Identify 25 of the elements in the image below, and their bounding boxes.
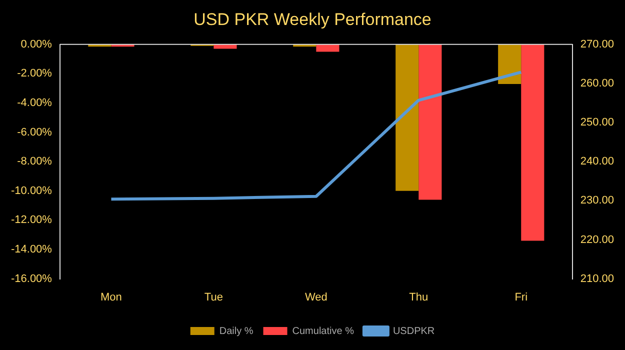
legend-label: USDPKR	[392, 326, 435, 337]
x-tick-label: Thu	[409, 291, 428, 304]
y-tick-label: -12.00%	[10, 214, 52, 226]
y2-tick-label: 210.00	[580, 272, 614, 285]
y-tick-label: -16.00%	[10, 272, 52, 285]
y-tick-label: -8.00%	[17, 156, 52, 168]
y2-tick-label: 250.00	[580, 116, 614, 129]
legend-label: Cumulative %	[292, 326, 354, 337]
y-tick-label: -14.00%	[10, 244, 52, 256]
x-tick-label: Wed	[304, 291, 328, 304]
y-tick-label: 0.00%	[20, 38, 52, 50]
legend-label: Daily %	[219, 326, 254, 337]
y2-tick-label: 240.00	[580, 156, 614, 168]
y-tick-label: -2.00%	[17, 68, 52, 80]
y-tick-label: -10.00%	[10, 184, 52, 197]
y2-tick-label: 270.00	[580, 38, 614, 50]
chart-title: USD PKR Weekly Performance	[194, 10, 432, 29]
x-tick-label: Tue	[204, 291, 223, 304]
x-tick-label: Fri	[514, 291, 528, 304]
y2-tick-label: 260.00	[580, 78, 614, 90]
y-tick-label: -4.00%	[17, 97, 52, 110]
x-tick-label: Mon	[100, 291, 122, 304]
y-tick-label: -6.00%	[17, 126, 52, 138]
y2-tick-label: 220.00	[580, 234, 614, 246]
y2-tick-label: 230.00	[580, 194, 614, 207]
